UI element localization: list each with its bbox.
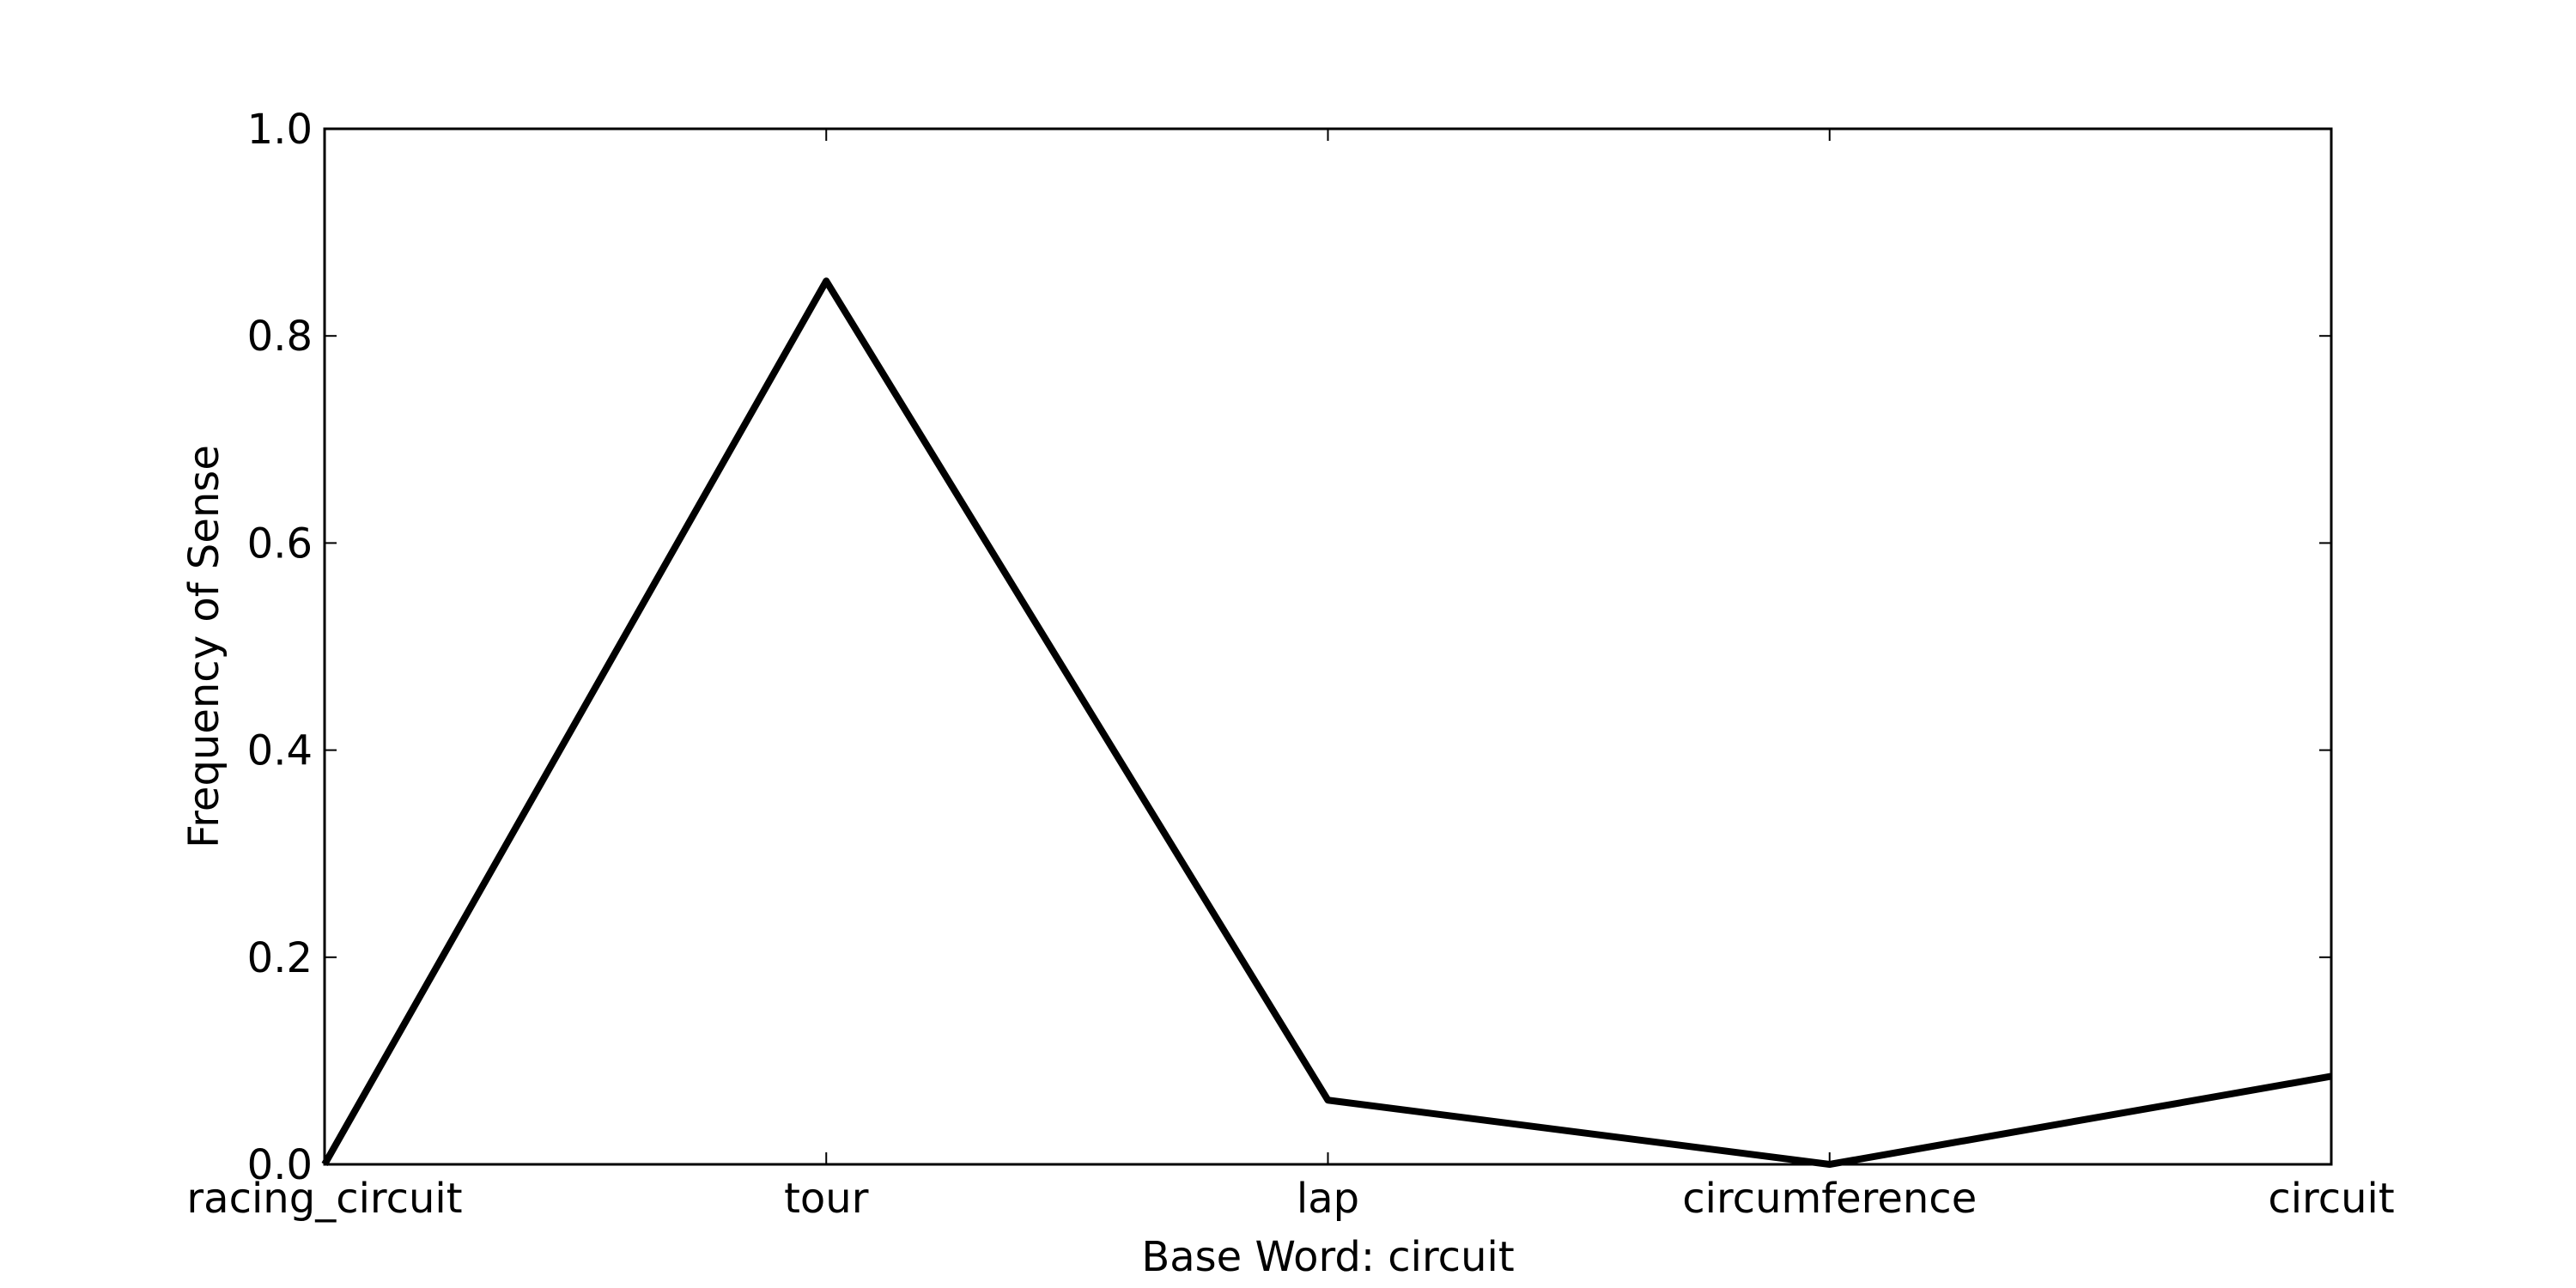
x-axis-label: Base Word: circuit <box>1141 1233 1514 1281</box>
plot-frame <box>323 127 2333 1166</box>
y-axis-label: Frequency of Sense <box>180 445 228 848</box>
y-tick-label: 1.0 <box>247 106 313 154</box>
series-layer <box>321 277 2332 1168</box>
x-tick-label: lap <box>1297 1175 1359 1223</box>
x-tick-label: circuit <box>2268 1175 2394 1223</box>
x-tick-label: racing_circuit <box>186 1175 462 1223</box>
x-tick-label: tour <box>784 1175 869 1223</box>
x-tick-labels: racing_circuit tour lap circumference circui… <box>186 1175 2394 1223</box>
x-tick-label: circumference <box>1682 1175 1977 1223</box>
y-tick-label: 0.0 <box>247 1141 313 1189</box>
series-line <box>321 277 2332 1168</box>
y-tick-label: 0.8 <box>247 313 313 361</box>
y-tick-labels: 0.0 0.2 0.4 0.6 0.8 1.0 <box>247 106 313 1189</box>
y-tick-label: 0.2 <box>247 934 313 982</box>
y-tick-label: 0.4 <box>247 727 313 775</box>
y-tick-label: 0.6 <box>247 519 313 568</box>
